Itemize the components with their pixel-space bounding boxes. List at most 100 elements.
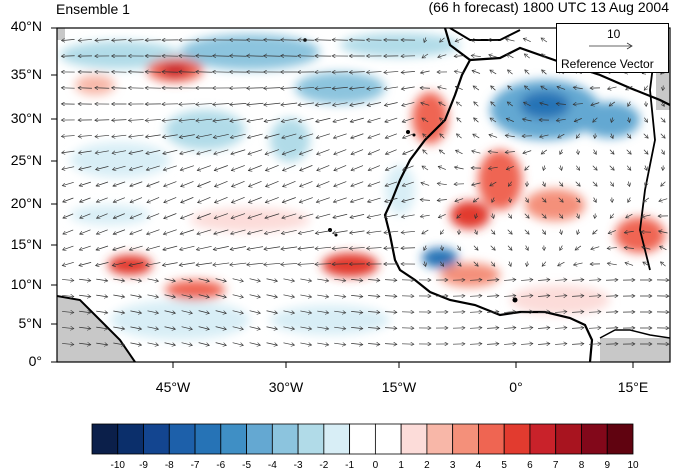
wind-vector xyxy=(61,136,75,137)
wind-vector xyxy=(521,344,533,345)
wind-vector xyxy=(129,150,144,154)
colorbar-tick-label: -4 xyxy=(267,460,277,471)
wind-vector xyxy=(332,72,348,73)
wind-vector xyxy=(300,165,313,170)
wind-vector xyxy=(402,181,414,186)
wind-vector xyxy=(112,165,126,170)
wind-vector xyxy=(164,310,176,314)
wind-vector xyxy=(420,200,430,201)
wind-vector xyxy=(542,261,547,267)
wind-vector xyxy=(472,151,481,153)
wind-vector xyxy=(128,120,144,121)
wind-vector xyxy=(317,165,330,170)
wind-vector xyxy=(215,342,227,346)
wind-vector xyxy=(541,86,548,91)
map-frame xyxy=(56,27,671,363)
colorbar-tick-label: -2 xyxy=(319,460,329,471)
wind-vector xyxy=(351,181,364,187)
wind-vector xyxy=(299,133,314,138)
wind-vector xyxy=(424,245,426,251)
wind-vector xyxy=(367,117,381,122)
wind-vector xyxy=(181,278,193,282)
wind-vector xyxy=(214,165,228,170)
wind-vector xyxy=(96,197,108,202)
wind-vector xyxy=(181,310,193,314)
wind-vector xyxy=(644,85,649,91)
wind-vector xyxy=(659,199,668,202)
wind-vector xyxy=(505,152,515,153)
wind-vector xyxy=(660,262,666,267)
wind-vector xyxy=(63,229,74,234)
wind-vector xyxy=(403,149,414,154)
wind-vector xyxy=(475,229,477,235)
wind-vector xyxy=(63,213,74,218)
wind-vector xyxy=(230,56,247,57)
wind-vector xyxy=(333,117,348,122)
wind-vector xyxy=(283,279,294,281)
wind-vector xyxy=(572,328,584,329)
wind-vector xyxy=(558,181,563,187)
wind-vector xyxy=(504,344,516,345)
wind-vector xyxy=(351,311,363,312)
wind-vector xyxy=(180,165,194,171)
wind-vector xyxy=(367,102,382,106)
wind-vector xyxy=(230,118,247,121)
wind-vector xyxy=(231,213,246,219)
lon-label-30w: 30°W xyxy=(268,379,304,395)
wind-vector xyxy=(315,102,331,105)
wind-vector xyxy=(300,181,313,186)
wind-vector xyxy=(113,311,124,313)
wind-vector xyxy=(282,213,297,218)
wind-vector xyxy=(264,118,280,122)
wind-vector xyxy=(589,280,601,281)
lat-label-0: 0° xyxy=(28,353,42,369)
wind-vector xyxy=(113,197,125,203)
wind-vector xyxy=(521,280,533,281)
wind-vector xyxy=(283,181,296,186)
wind-vector xyxy=(213,103,230,104)
wind-vector xyxy=(129,262,144,265)
wind-vector xyxy=(595,213,596,219)
wind-vector xyxy=(538,328,550,329)
wind-vector xyxy=(474,102,479,107)
wind-vector xyxy=(457,118,462,123)
wind-vector xyxy=(198,294,210,298)
colorbar-tick-label: 5 xyxy=(501,460,507,471)
wind-vector xyxy=(611,133,613,139)
wind-vector xyxy=(560,149,562,155)
wind-vector xyxy=(96,213,108,219)
wind-vector xyxy=(130,295,141,297)
wind-vector xyxy=(249,326,261,330)
colorbar-swatch xyxy=(220,423,247,455)
wind-vector xyxy=(457,213,462,218)
wind-vector xyxy=(112,135,127,137)
wind-vector xyxy=(474,118,479,123)
wind-vector xyxy=(572,344,584,345)
wind-vector xyxy=(147,229,160,235)
wind-vector xyxy=(281,246,298,249)
wind-vector xyxy=(281,88,298,89)
wind-vector xyxy=(249,278,261,282)
wind-vector xyxy=(624,231,634,232)
wind-vector xyxy=(298,247,315,249)
wind-vector xyxy=(214,197,228,202)
wind-vector xyxy=(455,150,463,155)
wind-vector xyxy=(179,104,196,105)
colorbar-tick-label: 0 xyxy=(372,460,379,471)
wind-vector xyxy=(298,102,315,105)
wind-vector xyxy=(147,343,158,345)
colorbar-tick-label: -1 xyxy=(345,460,355,471)
wind-vector xyxy=(660,246,667,251)
wind-vector xyxy=(179,119,196,121)
wind-vector xyxy=(540,135,549,137)
wind-vector xyxy=(385,149,397,155)
wind-vector xyxy=(62,166,75,170)
colorbar-swatch xyxy=(478,423,505,455)
wind-vector xyxy=(300,327,311,329)
wind-vector xyxy=(146,262,161,266)
wind-vector xyxy=(266,342,278,345)
bioko-island xyxy=(512,297,518,303)
wind-vector xyxy=(315,87,332,88)
wind-vector xyxy=(473,86,480,91)
wind-vector xyxy=(609,165,614,170)
